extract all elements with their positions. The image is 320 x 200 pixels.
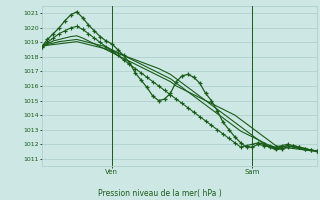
Text: Pression niveau de la mer( hPa ): Pression niveau de la mer( hPa ) (98, 189, 222, 198)
